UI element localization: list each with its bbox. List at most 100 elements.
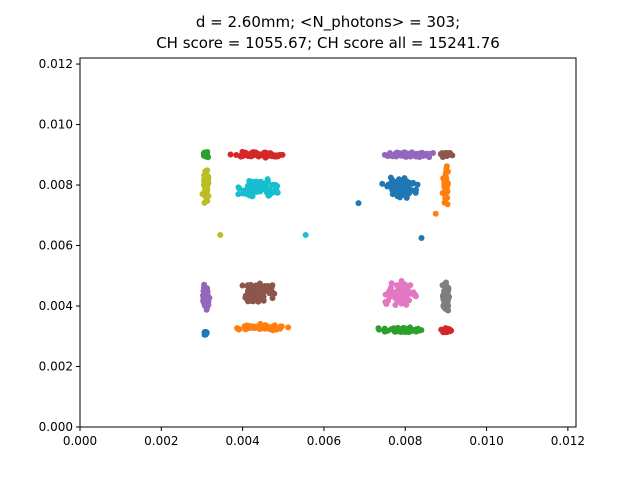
data-point — [285, 324, 292, 331]
data-point — [406, 186, 413, 193]
data-point — [399, 152, 406, 159]
x-tick-label: 0.000 — [63, 434, 97, 448]
data-point — [217, 231, 224, 238]
y-tick-label: 0.002 — [39, 360, 73, 374]
data-point — [267, 190, 274, 197]
data-point — [402, 180, 409, 187]
data-point — [249, 150, 256, 157]
x-axis: 0.000 0.002 0.004 0.006 0.008 0.010 0.012 — [63, 427, 585, 448]
data-point — [395, 176, 402, 183]
data-point — [445, 150, 452, 157]
data-point — [355, 200, 362, 207]
data-point — [441, 199, 448, 206]
data-point — [252, 179, 259, 186]
plot-frame — [79, 57, 577, 428]
y-tick-label: 0.010 — [39, 118, 73, 132]
chart-subtitle: CH score = 1055.67; CH score all = 15241… — [156, 34, 500, 52]
data-point — [384, 183, 391, 190]
data-point — [444, 180, 451, 187]
data-point — [412, 326, 419, 333]
data-point — [255, 285, 262, 292]
data-point — [268, 325, 275, 332]
data-point — [386, 150, 393, 157]
data-point — [392, 151, 399, 158]
data-point — [442, 280, 449, 287]
data-point — [204, 185, 211, 192]
x-tick-label: 0.012 — [551, 434, 585, 448]
y-tick-label: 0.012 — [39, 57, 73, 71]
data-point — [201, 199, 208, 206]
chart-title: d = 2.60mm; <N_photons> = 303; — [196, 13, 460, 32]
y-tick-label: 0.000 — [39, 420, 73, 434]
data-point — [227, 151, 234, 158]
data-point — [375, 325, 382, 332]
data-point — [201, 298, 208, 305]
x-tick-label: 0.006 — [307, 434, 341, 448]
data-point — [398, 300, 405, 307]
data-point — [233, 151, 240, 158]
data-point — [265, 283, 272, 290]
data-point — [271, 290, 278, 297]
data-point — [205, 302, 212, 309]
x-tick-label: 0.010 — [469, 434, 503, 448]
data-point — [413, 151, 420, 158]
data-point — [242, 190, 249, 197]
data-point — [396, 189, 403, 196]
data-point — [244, 152, 251, 159]
data-point — [412, 291, 419, 298]
data-point — [253, 294, 260, 301]
data-point — [236, 326, 243, 333]
data-point — [272, 187, 279, 194]
data-point — [245, 287, 252, 294]
data-point — [379, 180, 386, 187]
y-axis: 0.000 0.002 0.004 0.006 0.008 0.010 0.012 — [39, 57, 80, 434]
data-point — [248, 323, 255, 330]
data-point — [256, 151, 263, 158]
data-point — [257, 178, 264, 185]
data-point — [383, 301, 390, 307]
data-point — [418, 327, 425, 334]
data-point — [443, 289, 450, 296]
data-point — [269, 182, 276, 189]
data-point — [274, 153, 281, 160]
data-point — [442, 193, 449, 200]
data-point — [443, 328, 450, 335]
data-point — [239, 282, 246, 289]
y-tick-label: 0.006 — [39, 239, 73, 253]
data-point — [414, 181, 421, 188]
x-tick-label: 0.002 — [144, 434, 178, 448]
x-tick-label: 0.004 — [225, 434, 259, 448]
data-point — [432, 210, 439, 217]
data-point — [203, 172, 210, 179]
data-point — [201, 331, 208, 338]
data-point — [400, 325, 407, 332]
data-point — [392, 301, 399, 308]
data-point — [394, 296, 401, 303]
data-point — [402, 284, 409, 291]
data-point — [239, 151, 246, 158]
data-point — [409, 180, 416, 187]
data-point — [393, 282, 400, 289]
data-point — [235, 191, 242, 198]
data-point — [261, 324, 268, 331]
data-point — [265, 185, 272, 192]
data-point — [387, 291, 394, 298]
y-tick-label: 0.008 — [39, 178, 73, 192]
data-point — [235, 184, 242, 191]
data-point — [392, 326, 399, 333]
data-point — [277, 323, 284, 330]
data-point — [381, 327, 388, 334]
y-tick-label: 0.004 — [39, 299, 73, 313]
data-point — [413, 186, 420, 193]
data-point — [302, 231, 309, 238]
data-point — [247, 293, 254, 300]
data-point — [202, 152, 209, 159]
x-tick-label: 0.008 — [388, 434, 422, 448]
data-point — [248, 189, 255, 196]
data-point — [388, 280, 395, 287]
data-point — [443, 165, 450, 172]
data-point — [203, 179, 210, 186]
data-point — [381, 151, 388, 158]
data-point — [257, 296, 264, 303]
